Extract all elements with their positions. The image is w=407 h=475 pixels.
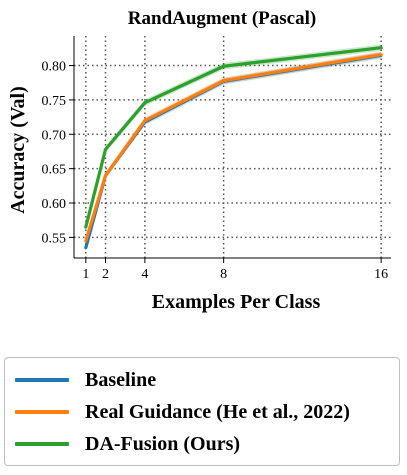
legend-item-da-fusion: DA-Fusion (Ours) [15,429,240,459]
tick-labels: 1 2 4 8 16 0.55 0.60 0.65 0.70 0.75 0.80 [42,60,389,282]
chart-title: RandAugment (Pascal) [128,8,316,29]
legend-swatch-da-fusion [15,442,69,446]
legend-label-real-guidance: Real Guidance (He et al., 2022) [85,400,350,423]
y-tick-label-0.65: 0.65 [42,163,67,178]
x-axis-label: Examples Per Class [152,291,321,313]
x-tick-label-8: 8 [220,267,227,282]
y-axis-label: Accuracy (Val) [7,86,29,214]
y-tick-label-0.75: 0.75 [42,94,67,109]
y-tick-label-0.70: 0.70 [42,128,67,143]
x-tick-label-16: 16 [374,267,388,282]
axes [69,36,391,263]
series-line-real-guidance-he-et-al-2022 [84,52,383,243]
legend-item-real-guidance: Real Guidance (He et al., 2022) [15,397,350,427]
x-tick-label-1: 1 [82,267,89,282]
series-line-baseline [84,53,383,250]
chart-legend: Baseline Real Guidance (He et al., 2022)… [4,357,400,466]
confidence-bands [85,44,382,251]
y-tick-label-0.80: 0.80 [42,60,67,75]
series-line-da-fusion-ours [84,46,383,229]
x-tick-label-2: 2 [102,267,109,282]
y-tick-label-0.60: 0.60 [42,197,67,212]
legend-label-da-fusion: DA-Fusion (Ours) [85,432,241,455]
legend-swatch-real-guidance [15,410,69,414]
x-tick-label-4: 4 [141,267,148,282]
line-chart: RandAugment (Pascal) 1 2 4 8 16 0.55 0.60 0.65 0… [7,8,391,313]
band-da-fusion-ours [85,44,382,231]
legend-swatch-baseline [15,378,69,382]
series-lines [84,46,383,250]
legend-item-baseline: Baseline [15,365,156,395]
y-tick-label-0.55: 0.55 [42,231,67,246]
grid-lines [74,36,391,258]
legend-label-baseline: Baseline [85,368,157,391]
